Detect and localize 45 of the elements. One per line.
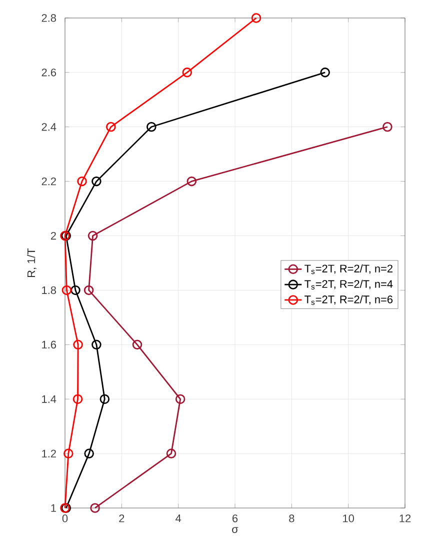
x-tick-label: 0 [62, 514, 68, 522]
point [175, 394, 186, 404]
point [182, 68, 192, 78]
point [92, 176, 102, 186]
x-tick-label: 6 [232, 514, 238, 522]
point [106, 122, 116, 132]
point [320, 68, 330, 78]
x-tick-label: 4 [176, 514, 182, 522]
point [186, 176, 197, 186]
legend-label: T$_{s}$=2T, R=2/T, n=2 [304, 264, 392, 274]
y-tick-label: 2.8 [42, 14, 56, 22]
x-tick-label: 10 [343, 514, 354, 522]
x-tick-label: 12 [400, 514, 411, 522]
x-tick-label: 8 [289, 514, 294, 522]
point [88, 230, 98, 241]
point [146, 122, 156, 132]
point [132, 340, 142, 350]
point [72, 394, 83, 404]
point [62, 285, 72, 296]
point [77, 176, 87, 186]
y-tick-label: 1.4 [42, 395, 56, 403]
y-tick-label: 1 [51, 504, 56, 512]
point [70, 285, 80, 296]
x-tick-label: 2 [119, 514, 124, 522]
y-tick-label: 2.6 [42, 68, 56, 76]
y-tick-label: 1.6 [42, 340, 56, 349]
y-tick-label: 1.2 [42, 450, 56, 458]
point [100, 394, 110, 404]
point [251, 13, 262, 23]
y-axis-title: R, 1/T [27, 248, 36, 278]
point [92, 340, 102, 350]
legend-label: T$_{s}$=2T, R=2/T, n=6 [304, 295, 393, 305]
y-tick-label: 2.4 [42, 123, 56, 131]
y-tick-label: 1.8 [42, 286, 56, 294]
point [90, 503, 100, 513]
point [84, 285, 94, 296]
y-tick-label: 2 [50, 232, 56, 240]
point [84, 448, 94, 458]
point [73, 340, 83, 350]
point [166, 448, 176, 458]
x-axis-title: σ [232, 527, 238, 534]
point [64, 448, 74, 458]
y-tick-label: 2.2 [42, 178, 56, 186]
legend-label: T$_{s}$=2T, R=2/T, n=4 [304, 280, 393, 290]
point [382, 122, 392, 132]
